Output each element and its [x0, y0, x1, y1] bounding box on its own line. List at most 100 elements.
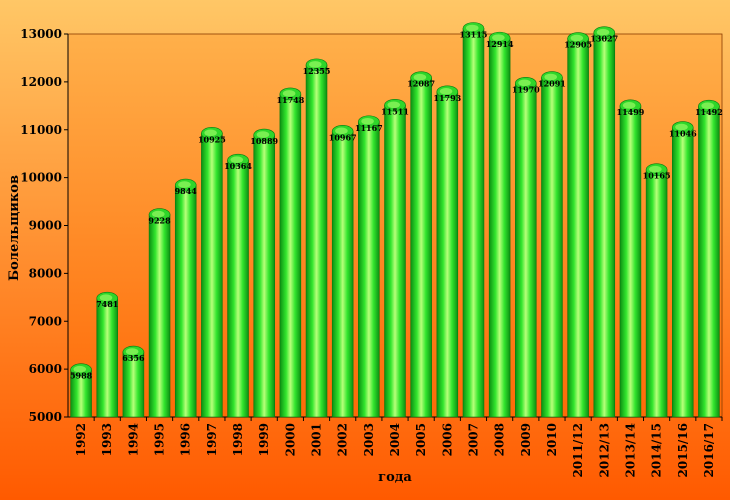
bar-body: [201, 133, 223, 418]
bar-body: [671, 127, 694, 418]
bar: [410, 71, 432, 418]
bar-top-highlight: [308, 61, 322, 68]
bar-body: [698, 105, 720, 418]
bar-top-highlight: [596, 28, 610, 36]
bar: [122, 345, 145, 418]
bar-body: [174, 184, 197, 418]
data-label: 9844: [175, 186, 198, 196]
bar: [148, 208, 171, 418]
x-tick-label: 1992: [74, 423, 88, 456]
x-tick-label: 1996: [179, 423, 193, 456]
bar: [331, 125, 354, 418]
data-label: 10889: [250, 136, 278, 146]
bar-body: [462, 28, 485, 418]
data-label: 6356: [122, 353, 145, 363]
x-axis-title: года: [378, 470, 412, 485]
data-label: 13027: [590, 34, 618, 44]
bar-body: [410, 77, 432, 418]
bar: [645, 163, 668, 418]
y-tick-label: 11000: [20, 123, 62, 137]
bar: [279, 87, 302, 418]
x-tick-label: 2007: [466, 423, 480, 456]
data-label: 11167: [355, 123, 383, 133]
y-tick-label: 12000: [20, 75, 62, 89]
x-tick-label: 1994: [126, 423, 140, 456]
y-tick-label: 6000: [29, 362, 62, 376]
bar-body: [279, 93, 302, 418]
data-label: 11970: [512, 84, 540, 94]
bar-top-highlight: [570, 34, 584, 42]
bar-top-highlight: [701, 102, 714, 109]
bar-body: [541, 77, 563, 418]
x-tick-label: 2016/17: [702, 423, 716, 477]
bar-top-highlight: [622, 102, 636, 109]
y-tick-label: 9000: [29, 219, 62, 233]
x-tick-label: 2000: [283, 423, 297, 456]
bar-top-highlight: [256, 131, 270, 138]
bar-body: [148, 214, 171, 418]
y-tick-label: 13000: [20, 27, 62, 41]
bar-body: [436, 91, 459, 418]
bar-top-highlight: [413, 73, 427, 81]
x-tick-label: 1993: [100, 423, 114, 456]
bar-top-highlight: [439, 87, 453, 95]
data-label: 7481: [96, 299, 118, 309]
bar: [541, 71, 563, 418]
x-tick-label: 1995: [153, 423, 167, 456]
bar-body: [384, 104, 406, 418]
bar-top-highlight: [335, 127, 348, 135]
data-label: 9228: [148, 216, 171, 226]
data-label: 12087: [407, 79, 435, 89]
bar-body: [488, 37, 511, 418]
bar-body: [645, 169, 668, 418]
x-tick-label: 2004: [388, 423, 402, 456]
bar-top-highlight: [518, 79, 531, 87]
x-tick-label: 2009: [519, 423, 533, 456]
data-label: 5988: [70, 371, 93, 381]
bar-top-highlight: [73, 365, 87, 373]
bar: [462, 22, 485, 418]
bar-top-highlight: [282, 90, 296, 97]
y-tick-label: 8000: [29, 266, 62, 280]
x-tick-label: 2014/15: [650, 423, 664, 477]
bar-top-highlight: [649, 165, 662, 173]
bar-body: [567, 38, 589, 418]
bar-body: [305, 64, 328, 418]
bar: [305, 58, 328, 418]
data-label: 11492: [695, 107, 723, 117]
x-tick-label: 2002: [336, 423, 350, 456]
x-tick-label: 2012/13: [597, 423, 611, 477]
bar: [567, 32, 589, 418]
bar-top-highlight: [204, 129, 217, 137]
bar: [671, 121, 694, 418]
bar-body: [358, 121, 380, 418]
bar-top-highlight: [544, 73, 557, 81]
data-label: 11046: [669, 129, 697, 139]
bar-top-highlight: [675, 123, 688, 131]
bar-top-highlight: [387, 101, 401, 109]
bar: [593, 26, 616, 418]
bar-body: [593, 32, 616, 418]
x-tick-label: 2001: [310, 423, 324, 456]
bar-body: [96, 297, 119, 418]
x-tick-label: 1998: [231, 423, 245, 456]
bar-body: [331, 131, 354, 418]
y-tick-label: 7000: [29, 314, 62, 328]
bar: [358, 115, 380, 418]
bar-body: [253, 134, 275, 418]
x-tick-label: 2015/16: [676, 423, 690, 477]
bar: [436, 85, 459, 418]
x-tick-label: 2006: [440, 423, 454, 456]
bar-top-highlight: [465, 24, 479, 32]
bar-body: [227, 159, 249, 418]
bar: [488, 31, 511, 418]
bar: [253, 128, 275, 418]
y-tick-label: 5000: [29, 410, 62, 424]
bar-top-highlight: [230, 156, 244, 163]
bar: [227, 153, 249, 418]
bar: [201, 127, 223, 418]
data-label: 12905: [564, 40, 592, 50]
bar: [384, 98, 406, 418]
data-label: 12914: [486, 39, 514, 49]
x-tick-label: 2003: [362, 423, 376, 456]
